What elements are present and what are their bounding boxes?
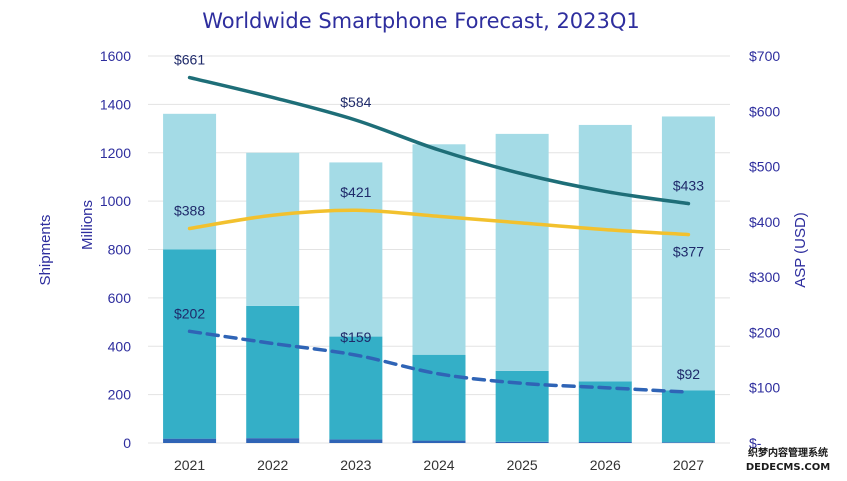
bar-segment [578,381,632,443]
x-tick-label: 2021 [174,457,205,473]
line-data-label: $661 [174,52,205,68]
bar-segment [163,438,217,443]
right-tick-label: $200 [749,324,780,340]
left-tick-label: 0 [123,435,131,451]
bar-segment [412,440,466,443]
line-data-label: $159 [340,329,371,345]
line-data-label: $421 [340,184,371,200]
bar-segment [246,438,300,443]
left-tick-label: 400 [108,338,132,354]
bar-segment [412,144,466,355]
right-tick-label: $500 [749,159,780,175]
line-data-label: $388 [174,202,205,218]
bar-segment [578,124,632,382]
asp-lines [187,75,691,394]
left-tick-label: 800 [108,242,132,258]
line-data-label: $202 [174,305,205,321]
bars [163,113,715,443]
right-tick-label: $300 [749,269,780,285]
bar-segment [246,152,300,306]
right-tick-label: $700 [749,48,780,64]
line-data-label: $584 [340,94,371,110]
bar-segment [495,441,549,443]
y-axis-title-millions: Millions [79,200,96,250]
line-data-label: $92 [677,366,701,382]
line-data-label: $377 [673,244,704,260]
bar-segment [329,162,383,337]
bar-segment [329,439,383,443]
bar-segment [661,390,715,443]
left-tick-label: 1200 [100,145,131,161]
bar-segment [661,442,715,443]
right-tick-label: $600 [749,103,780,119]
right-axis-ticks: $- $100 $200 $300 $400 $500 $600 $700 [749,48,780,451]
bar-segment [412,354,466,441]
bar-segment [578,442,632,443]
data-labels: $661 $584 $433 $388 $421 $377 $202 $159 $92 [174,52,704,383]
x-tick-label: 2025 [507,457,538,473]
y-axis-title-asp: ASP (USD) [792,212,809,288]
x-tick-label: 2024 [423,457,454,473]
x-tick-label: 2023 [340,457,371,473]
left-axis-ticks: 0 200 400 600 800 1000 1200 1400 1600 [100,48,131,451]
left-tick-label: 600 [108,290,132,306]
x-tick-label: 2026 [590,457,621,473]
chart-title: Worldwide Smartphone Forecast, 2023Q1 [202,9,640,33]
right-tick-label: $- [749,435,762,451]
asp-line [187,329,691,394]
bar-segment [661,116,715,391]
x-tick-label: 2022 [257,457,288,473]
bar-segment [163,249,217,439]
watermark-line-2: DEDECMS.COM [746,462,830,473]
line-data-label: $433 [673,178,704,194]
y-axis-title-shipments: Shipments [37,215,54,286]
x-axis-ticks: 2021 2022 2023 2024 2025 2026 2027 [174,457,704,473]
left-tick-label: 200 [108,387,132,403]
bar-segment [246,305,300,439]
bar-segment [495,370,549,442]
left-tick-label: 1000 [100,193,131,209]
x-tick-label: 2027 [673,457,704,473]
watermark-line-1: 织梦内容管理系统 [748,446,828,459]
left-tick-label: 1600 [100,48,131,64]
left-tick-label: 1400 [100,96,131,112]
right-tick-label: $400 [749,214,780,230]
right-tick-label: $100 [749,380,780,396]
asp-line [187,75,691,206]
asp-line [187,208,691,237]
